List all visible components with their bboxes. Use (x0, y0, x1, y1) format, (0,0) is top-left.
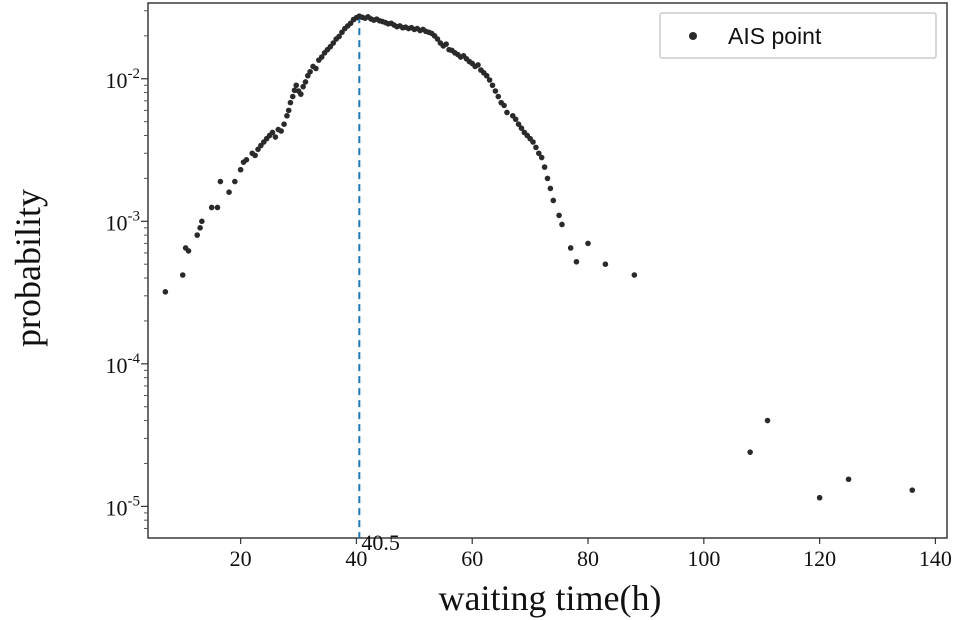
data-point (185, 248, 192, 254)
legend-label: AIS point (728, 23, 822, 49)
data-point (556, 212, 562, 219)
data-point (243, 157, 250, 163)
data-point (313, 65, 319, 72)
data-point (194, 232, 201, 238)
x-axis-ticks: 20 40 60 80 100 120 140 (230, 538, 952, 571)
legend: AIS point (659, 12, 937, 59)
data-point (179, 272, 186, 278)
x-tick-label: 40 (345, 546, 367, 571)
data-point (501, 102, 507, 109)
y-tick-base: 10 (106, 68, 128, 93)
data-point (747, 449, 753, 455)
y-tick-exponent: -3 (128, 208, 141, 224)
data-point (208, 204, 215, 211)
data-point (307, 68, 313, 75)
data-point (541, 164, 548, 170)
data-point (559, 221, 565, 228)
y-tick-exponent: -2 (128, 66, 141, 82)
data-point (287, 99, 294, 106)
data-point (281, 121, 287, 127)
data-point (550, 197, 557, 204)
y-axis-ticks: 10-210-310-410-5 (106, 10, 148, 529)
data-point (293, 82, 300, 89)
y-axis-label: probability (8, 189, 48, 347)
data-point (289, 93, 296, 100)
y-tick-base: 10 (106, 210, 128, 235)
data-point (573, 258, 580, 265)
data-point (585, 240, 591, 247)
data-point (434, 36, 441, 42)
data-point (298, 91, 304, 97)
data-point (909, 487, 916, 493)
data-point (845, 476, 852, 483)
x-tick-label: 100 (687, 546, 720, 571)
data-point (518, 125, 525, 131)
x-tick-label: 140 (919, 546, 952, 571)
data-point (515, 121, 522, 127)
ais-points (162, 13, 916, 501)
x-tick-label: 80 (577, 546, 599, 571)
data-point (232, 178, 238, 185)
data-point (486, 77, 493, 83)
y-tick-base: 10 (106, 495, 128, 520)
x-tick-label: 60 (461, 546, 483, 571)
data-point (217, 178, 224, 185)
legend-marker (689, 32, 697, 40)
data-point (284, 112, 290, 119)
data-point (272, 134, 279, 140)
x-tick-label: 20 (230, 546, 252, 571)
data-point (475, 62, 481, 68)
y-tick-label: 10-5 (106, 493, 141, 520)
data-point (162, 289, 169, 295)
data-point (504, 109, 510, 116)
data-point (330, 40, 337, 46)
data-point (530, 139, 536, 145)
x-tick-label: 120 (803, 546, 836, 571)
y-tick-label: 10-3 (106, 208, 141, 235)
data-point (489, 82, 496, 89)
plot-frame (147, 2, 948, 539)
data-point (816, 494, 823, 501)
data-point (237, 166, 244, 173)
data-point (302, 79, 309, 85)
data-point (285, 107, 292, 114)
data-point (199, 218, 205, 225)
data-point (318, 54, 325, 60)
y-tick-label: 10-4 (106, 351, 141, 378)
data-point (764, 417, 771, 424)
data-point (544, 175, 551, 182)
x-axis-label: waiting time(h) (439, 578, 662, 618)
data-point (300, 83, 306, 90)
data-point (443, 41, 449, 47)
data-point (538, 154, 545, 161)
data-point (252, 152, 258, 159)
y-tick-exponent: -4 (128, 351, 141, 367)
data-point (631, 272, 638, 278)
data-point (278, 128, 284, 134)
legend-box (659, 12, 937, 59)
y-tick-label: 10-2 (106, 66, 141, 93)
data-point (533, 144, 539, 151)
data-point (536, 150, 542, 157)
data-point (547, 185, 554, 192)
data-point (492, 88, 499, 94)
data-point (269, 129, 276, 136)
data-point (567, 245, 574, 251)
data-point (226, 189, 232, 196)
y-tick-exponent: -5 (128, 493, 141, 509)
data-point (336, 33, 342, 40)
data-point (483, 72, 490, 79)
data-point (197, 225, 203, 231)
peak-marker-label: 40.5 (361, 530, 400, 555)
data-point (602, 261, 609, 268)
data-point (214, 204, 221, 211)
data-point (495, 93, 502, 100)
y-tick-base: 10 (106, 353, 128, 378)
data-point (512, 116, 519, 123)
